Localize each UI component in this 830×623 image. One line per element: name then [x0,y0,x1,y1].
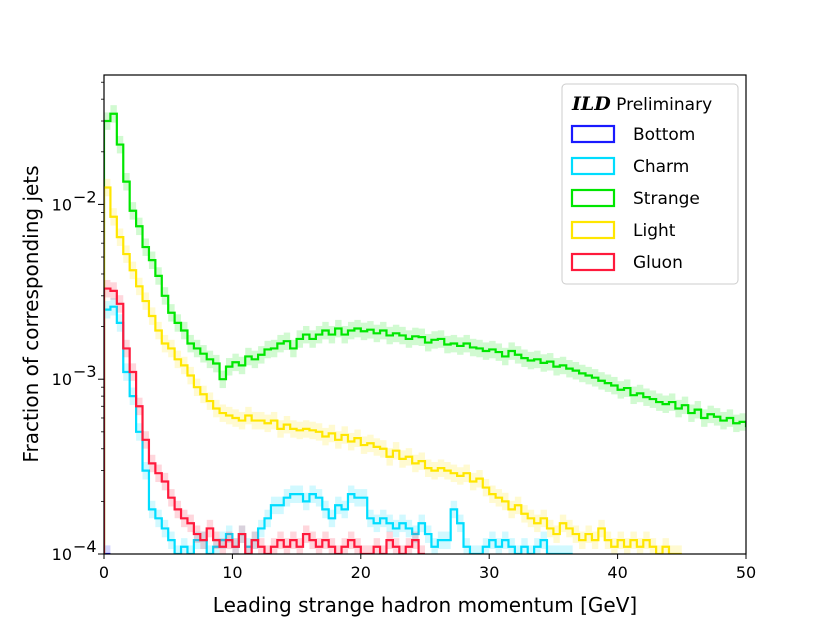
x-tick-label: 10 [222,563,242,582]
strange-error-band [817,430,823,447]
gluon-error-band [399,545,406,554]
charm-error-band [206,545,214,554]
charm-error-band [174,545,182,554]
gluon-error-band [380,545,387,554]
legend-label-gluon: Gluon [633,253,683,273]
series-gluon [104,279,425,554]
charm-error-band [559,545,567,554]
legend-swatch-light [570,220,616,240]
legend-swatch-bottom [570,124,616,144]
charm-error-band [469,545,477,554]
x-tick-label: 50 [736,563,756,582]
gluon-error-band [418,545,425,554]
legend-item-gluon: Gluon [570,252,683,273]
strange-error-band [772,420,778,437]
legend-item-charm: Charm [570,156,689,177]
light-error-band [668,545,676,554]
bottom-error-band [104,545,111,554]
series-layer [104,105,829,554]
legend-title-preliminary: Preliminary [611,95,712,115]
y-tick-label: 10 [52,545,72,564]
series-light [104,178,682,554]
strange-error-band [823,435,829,452]
series-bottom [104,545,111,554]
x-tick-label: 40 [607,563,627,582]
strange-error-band [791,425,797,442]
charm-error-band [566,545,573,554]
strange-error-band [759,417,765,434]
strange-error-band [778,426,784,443]
legend-label-bottom: Bottom [633,125,695,145]
strange-error-band [804,430,810,447]
charm-error-band [187,545,194,554]
y-axis-label: Fraction of corresponding jets [19,165,43,462]
y-tick-label: 10 [52,370,72,389]
strange-error-band [797,428,803,445]
strange-error-band [746,417,752,434]
legend-title: ILD Preliminary [571,93,712,115]
light-step-line [104,186,682,554]
x-axis-ticks: 0 10 20 30 40 50 [99,554,756,582]
legend-item-bottom: Bottom [570,124,695,145]
y-tick-exponent: −4 [73,537,97,556]
light-error-band [675,545,682,554]
gluon-error-band [335,545,342,554]
gluon-error-band [367,545,374,554]
legend-frame [561,83,739,285]
gluon-error-band [264,545,271,554]
legend-label-strange: Strange [633,189,700,209]
charm-error-band [527,545,535,554]
legend: ILD Preliminary Bottom Charm Strange Light G… [561,83,739,285]
series-strange [104,105,829,554]
legend-swatch-strange [570,188,616,208]
x-tick-label: 30 [479,563,499,582]
y-tick-label: 10 [52,195,72,214]
plot-frame [103,74,747,555]
strange-error-band [785,423,791,440]
legend-swatch-gluon [570,252,616,272]
strange-error-band [765,425,771,442]
legend-swatch-charm [570,156,616,176]
charm-error-band [514,545,522,554]
x-tick-label: 0 [99,563,109,582]
legend-item-light: Light [570,220,676,241]
light-error-band [656,545,663,554]
x-axis-label: Leading strange hadron momentum [GeV] [213,593,637,617]
charm-step-line [104,305,573,554]
charm-error-band [476,545,483,554]
x-tick-label: 20 [351,563,371,582]
charm-error-band [553,545,560,554]
y-tick-exponent: −3 [73,362,97,381]
strange-error-band [752,420,758,437]
legend-items: Bottom Charm Strange Light Gluon [570,124,700,273]
legend-label-light: Light [633,221,676,241]
legend-label-charm: Charm [633,157,689,177]
strange-error-band [810,431,816,448]
y-axis-ticks: 10−410−310−2 [52,81,104,564]
legend-title-ild: ILD [571,93,611,115]
charm-error-band [546,545,554,554]
y-tick-exponent: −2 [73,187,97,206]
strange-step-line [104,112,746,554]
gluon-error-band [360,545,368,554]
gluon-error-band [245,545,252,554]
legend-item-strange: Strange [570,188,700,209]
gluon-step-line [104,287,425,554]
